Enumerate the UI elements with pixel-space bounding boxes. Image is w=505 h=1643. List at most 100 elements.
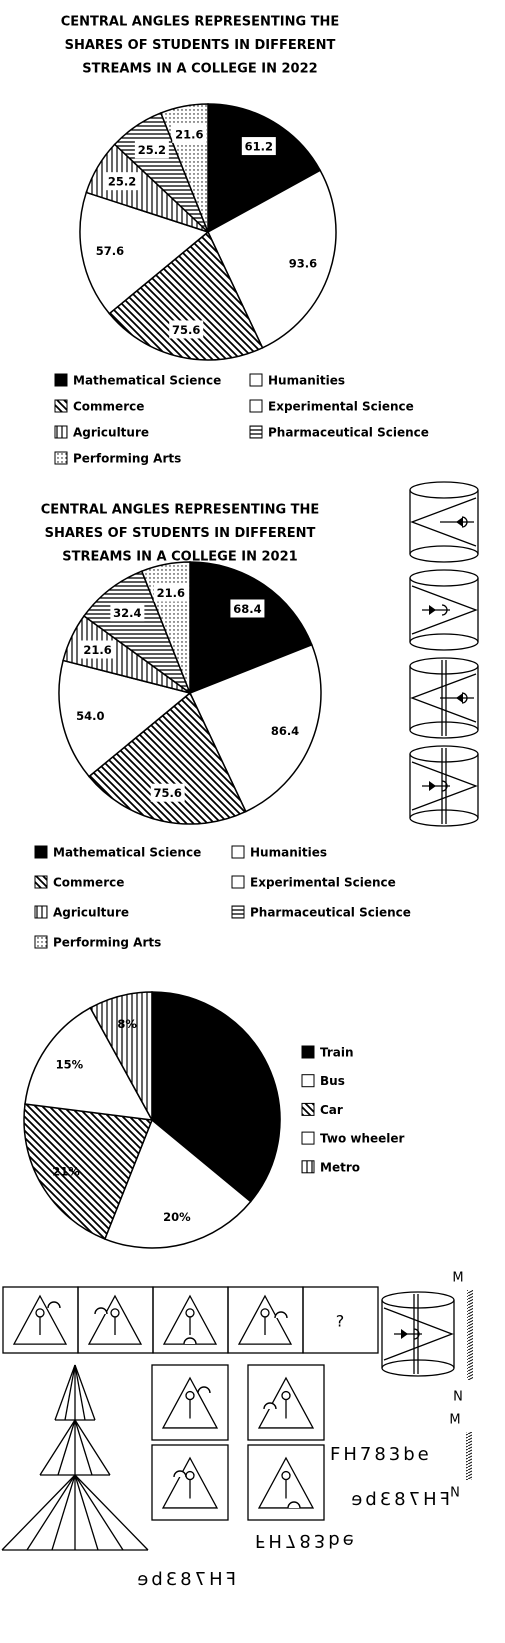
pin-head — [260, 1308, 270, 1318]
pie-slice — [103, 1118, 252, 1249]
triangle — [161, 1376, 219, 1429]
legend-swatch — [231, 875, 245, 889]
legend-label: Humanities — [250, 846, 327, 860]
triangle — [237, 1294, 293, 1345]
triangle-figure — [161, 1456, 219, 1509]
tree-line — [74, 1419, 93, 1476]
value-label: 57.6 — [96, 244, 124, 258]
arrow-cup — [461, 516, 468, 528]
label-box — [134, 140, 169, 159]
mirror-text: FH783be — [330, 1444, 432, 1465]
arrow-cup — [413, 1328, 420, 1340]
label-box — [92, 241, 127, 260]
legend-label: Agriculture — [73, 426, 149, 440]
pie-slice — [108, 230, 264, 361]
option-box — [151, 1364, 229, 1441]
triangle-figure — [12, 1294, 68, 1345]
pin-head — [281, 1470, 291, 1481]
legend-swatch — [34, 905, 48, 919]
tree-line — [64, 1364, 76, 1421]
cylinder-top — [409, 657, 479, 675]
value-label: 8% — [117, 1017, 137, 1031]
pin-head — [281, 1390, 291, 1401]
bump — [197, 1386, 211, 1394]
triangle — [162, 1294, 218, 1345]
triangle — [161, 1456, 219, 1509]
cylinder — [409, 745, 479, 827]
tree-line — [74, 1474, 124, 1551]
label-box — [73, 706, 108, 725]
scale-strip — [467, 1290, 473, 1380]
tree-line — [51, 1474, 76, 1551]
pie-slice — [189, 561, 313, 695]
chart-title: STREAMS IN A COLLEGE IN 2022 — [82, 62, 317, 77]
puzzle-cell — [302, 1286, 379, 1354]
arrow-cup — [441, 604, 448, 616]
legend-label: Mathematical Science — [73, 374, 221, 388]
value-label: 61.2 — [245, 140, 273, 154]
triangle-figure — [162, 1294, 218, 1345]
legend-swatch — [34, 845, 48, 859]
cylinder — [381, 1291, 455, 1377]
tree-line — [39, 1419, 76, 1476]
pie-slice — [23, 1103, 154, 1240]
value-label: 54.0 — [76, 709, 104, 723]
pin-head — [110, 1308, 120, 1318]
pie-slice — [151, 991, 281, 1203]
legend-swatch — [249, 399, 263, 413]
bump — [94, 1307, 108, 1315]
legend-label: Pharmaceutical Science — [268, 426, 429, 440]
question-mark: ? — [336, 1312, 345, 1331]
legend-label: Two wheeler — [320, 1132, 405, 1146]
value-label: 68.4 — [233, 602, 261, 616]
pie-slice — [24, 1006, 154, 1121]
bump — [274, 1311, 288, 1319]
pie-slice — [58, 659, 192, 778]
value-label: 21.6 — [157, 586, 185, 600]
tree-line — [74, 1419, 111, 1476]
label-box — [172, 124, 207, 143]
zigzag — [411, 585, 478, 635]
cylinder — [409, 481, 479, 563]
arrow-head — [456, 693, 463, 703]
legend-label: Train — [320, 1046, 354, 1060]
chart-title: SHARES OF STUDENTS IN DIFFERENT — [65, 38, 336, 53]
tree-line — [74, 1364, 86, 1421]
value-label: 25.2 — [108, 175, 136, 189]
arrow-head — [401, 1329, 408, 1339]
label-box — [268, 721, 303, 740]
value-label: 20% — [163, 1210, 191, 1224]
triangle — [257, 1456, 315, 1509]
legend-swatch — [231, 905, 245, 919]
legend-swatch — [54, 451, 68, 465]
chart-title: CENTRAL ANGLES REPRESENTING THE — [61, 15, 340, 30]
arrow-head — [429, 605, 436, 615]
legend-label: Commerce — [53, 876, 124, 890]
label-box — [153, 583, 188, 602]
label-box — [110, 603, 145, 622]
value-label: 86.4 — [271, 724, 299, 738]
legend-swatch — [301, 1045, 315, 1059]
tree-line — [26, 1474, 76, 1551]
scale-strip — [466, 1432, 472, 1480]
cylinder — [409, 657, 479, 739]
mirror-text: FH783be — [255, 1530, 357, 1551]
scale-label: N — [453, 1390, 463, 1405]
cylinder-body — [409, 754, 479, 827]
bump — [263, 1402, 277, 1410]
cylinder-top — [409, 569, 479, 587]
arrow-head — [429, 781, 436, 791]
cylinder — [409, 569, 479, 651]
bump — [173, 1470, 187, 1478]
label-box — [169, 320, 204, 339]
value-label: 25.2 — [138, 143, 166, 157]
chart-title: CENTRAL ANGLES REPRESENTING THE — [41, 503, 320, 518]
triangle-figure — [87, 1294, 143, 1345]
legend-swatch — [249, 373, 263, 387]
zigzag — [410, 497, 477, 547]
zigzag — [411, 761, 478, 811]
cylinder-body — [409, 578, 479, 651]
bump — [287, 1501, 301, 1509]
legend-label: Performing Arts — [73, 452, 181, 466]
triangle-figure — [257, 1376, 315, 1429]
